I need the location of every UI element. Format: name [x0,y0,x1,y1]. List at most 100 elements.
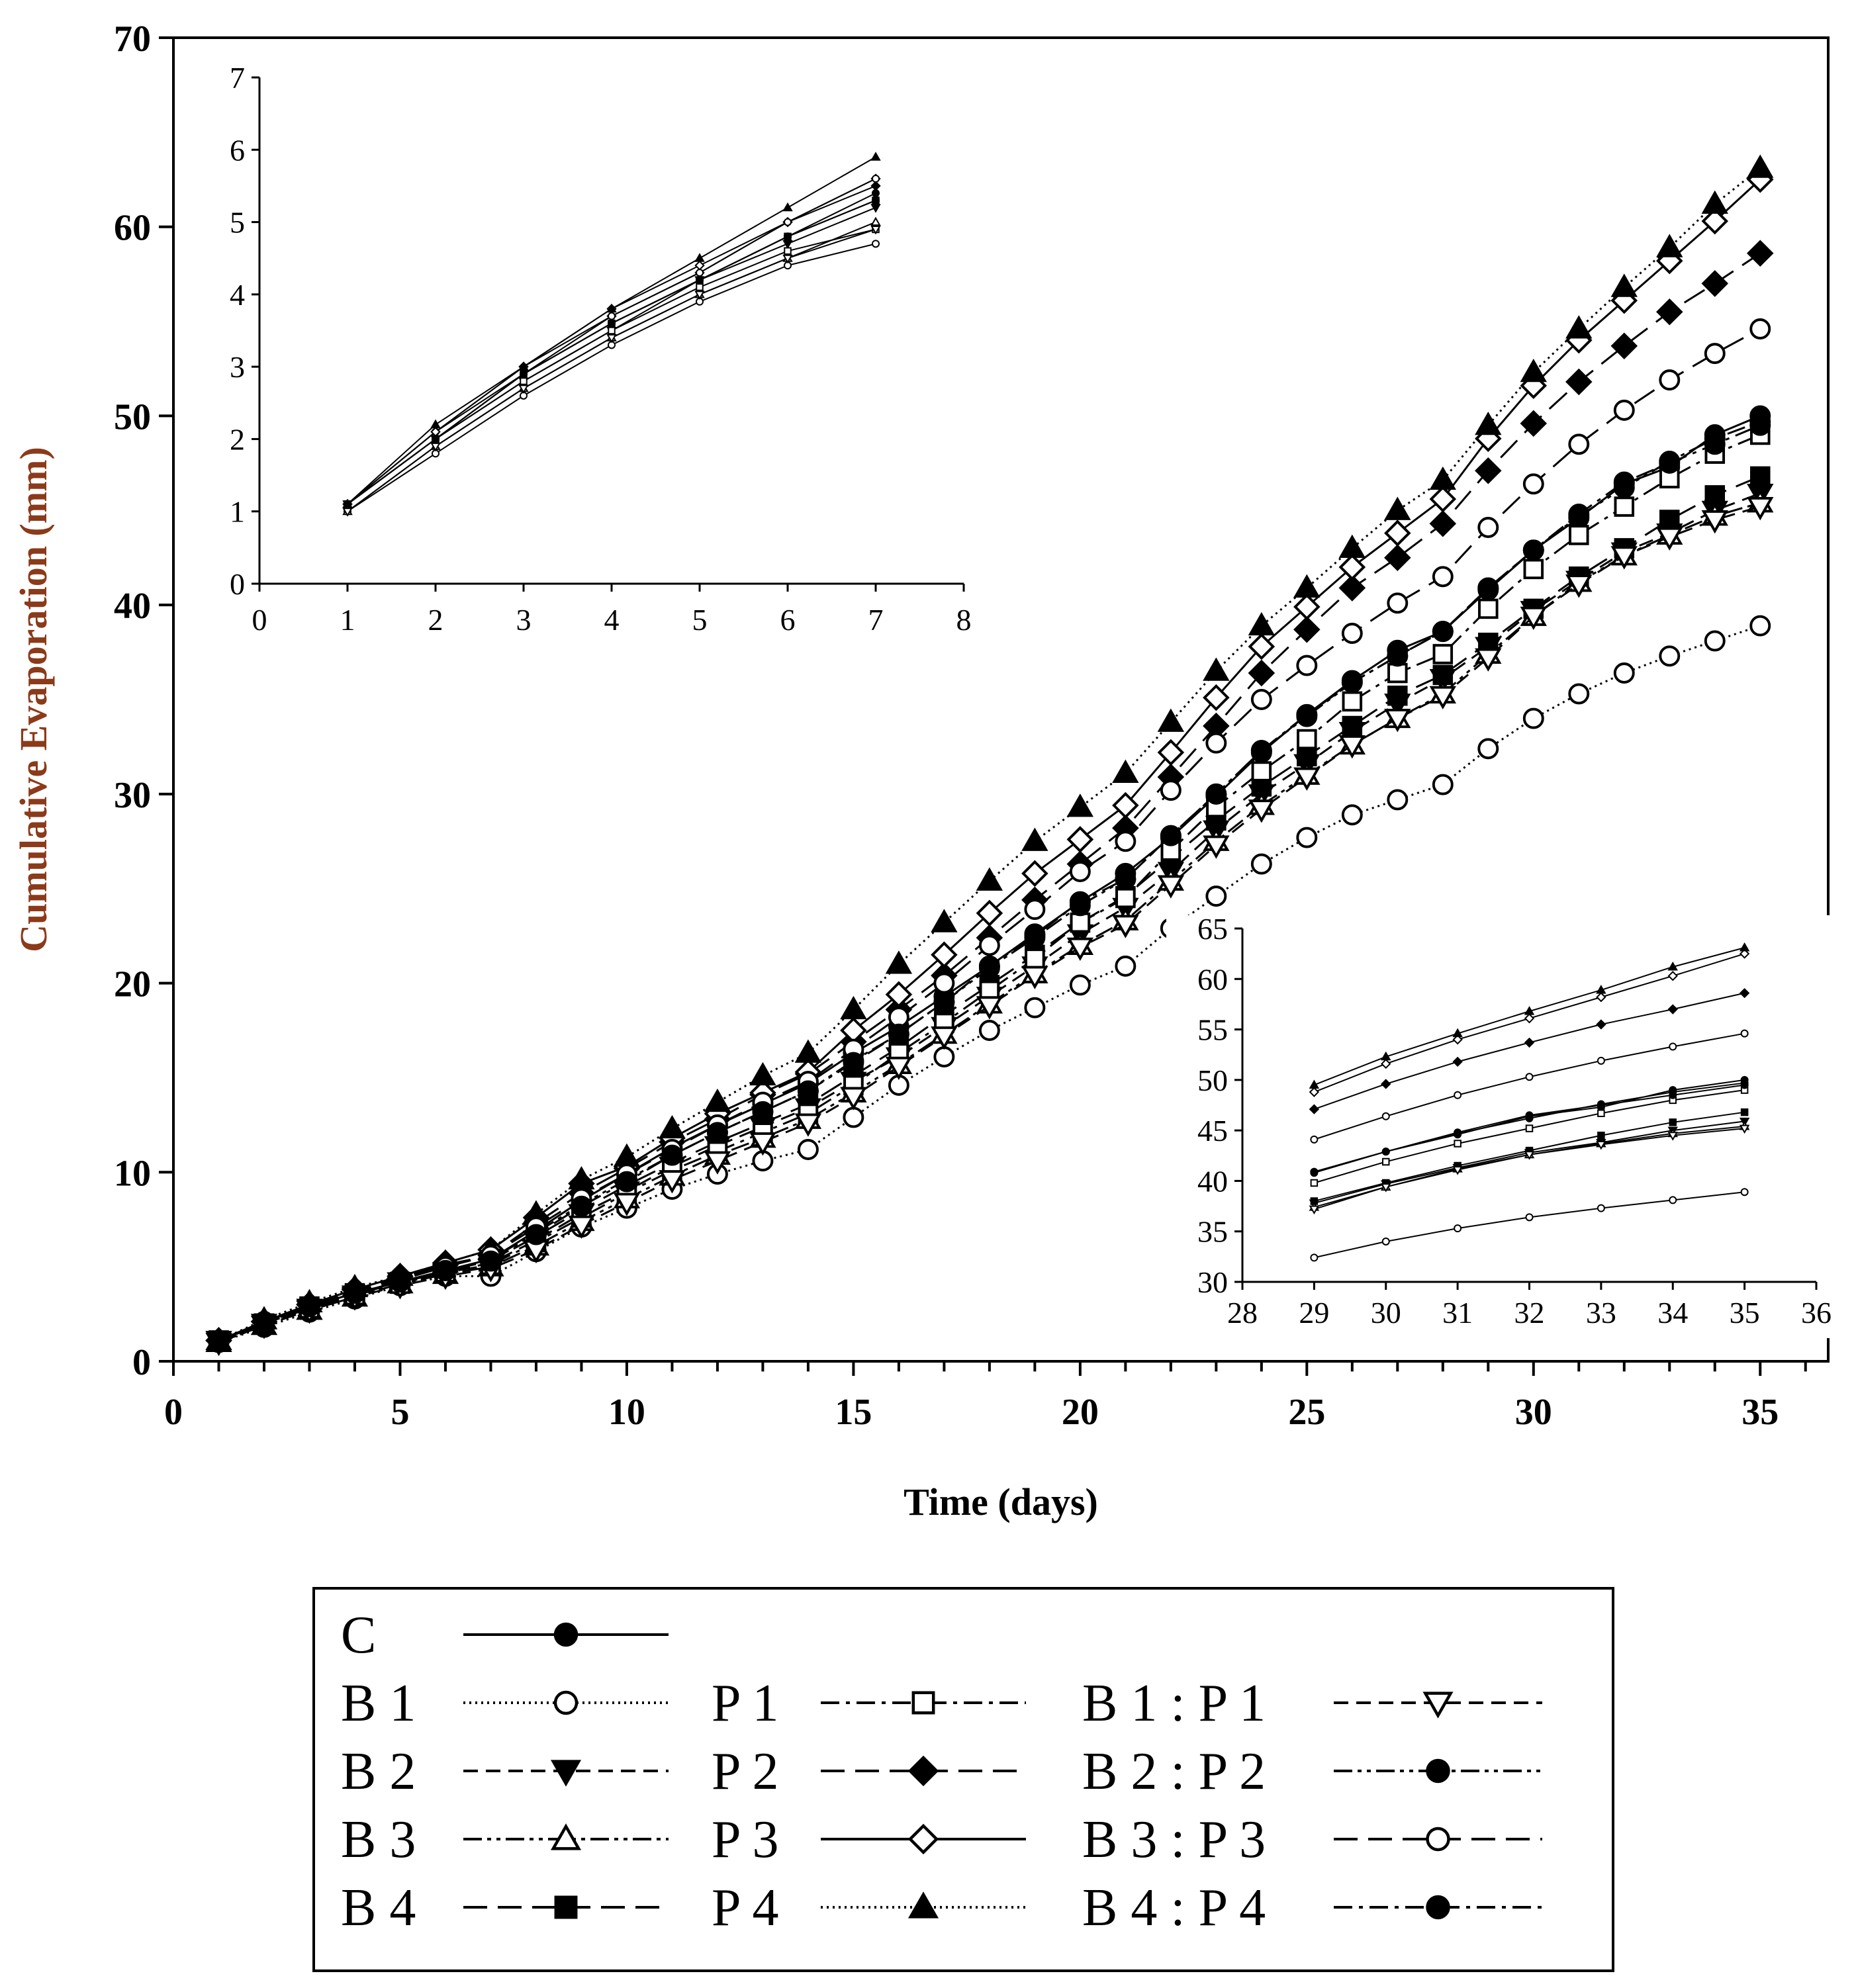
data-point [1520,410,1548,437]
data-point [1310,1179,1319,1187]
legend-label: B 3 [341,1811,416,1869]
data-point [568,1165,595,1190]
legend-label: B 1 : P 1 [1082,1674,1266,1733]
data-point [1157,739,1185,766]
data-point [1251,761,1272,782]
legend-label: B 3 : P 3 [1082,1811,1266,1869]
data-point [978,934,1000,956]
data-point [1568,433,1590,455]
data-point [1596,985,1606,994]
data-point [1293,574,1321,598]
x-tick-label: 7 [868,603,884,637]
data-point [1613,471,1635,493]
data-point [1739,942,1750,952]
data-point [430,419,441,429]
data-point [1522,473,1544,495]
data-point [782,202,793,212]
series-p-3 [1309,948,1750,1097]
data-point [1203,835,1230,859]
data-point [1432,621,1454,643]
data-point [885,981,913,1008]
x-tick-label: 2 [428,603,443,637]
data-point [1596,1019,1606,1030]
y-tick-label: 20 [114,964,151,1005]
data-point [568,1215,595,1240]
data-point [1659,510,1680,530]
data-point [1381,1079,1391,1089]
legend-item-b-2-p-2: B 2 : P 2 [1082,1742,1542,1801]
data-point [978,1020,1000,1041]
data-point [659,1170,686,1194]
legend-item-b-1: B 1 [341,1674,669,1733]
data-point [1596,992,1606,1003]
x-tick-label: 30 [1515,1392,1552,1433]
y-tick-label: 6 [230,133,245,167]
legend-label: B 4 [341,1879,416,1937]
data-point [1296,703,1318,725]
series-b-1-p-1 [1309,1124,1750,1215]
x-tick-label: 3 [516,603,532,637]
y-tick-label: 35 [1197,1215,1228,1249]
data-point [1659,645,1681,667]
y-tick-label: 4 [230,278,245,312]
x-tick-label: 25 [1288,1392,1325,1433]
y-tick-label: 7 [230,61,245,95]
y-tick-label: 60 [114,208,151,249]
data-point [1525,1073,1534,1081]
data-point [872,196,880,204]
data-point [608,319,616,328]
legend-item-b-3: B 3 [341,1811,669,1869]
data-point [1597,1204,1605,1212]
data-point [613,1143,641,1167]
data-point [1739,987,1750,999]
data-point [1024,925,1046,947]
series-line [218,625,1761,1343]
data-point [1069,861,1091,882]
data-point [870,152,881,161]
legend-item-b-4: B 4 [341,1879,669,1937]
data-point [1452,1056,1463,1067]
y-tick-label: 0 [230,567,245,601]
data-point [1568,683,1590,705]
data-point [1248,611,1276,636]
data-point [1610,546,1638,570]
data-point [1749,318,1771,339]
data-point [1112,791,1139,819]
data-point [571,1195,592,1217]
legend-item-c: C [341,1606,669,1664]
data-point [1452,1028,1463,1038]
data-point [1610,273,1638,297]
data-point [1293,767,1321,791]
data-point [1296,827,1318,848]
data-point [1160,780,1182,801]
legend-marker [1426,1827,1450,1852]
legend-marker [1426,1895,1450,1920]
legend-label: P 2 [712,1742,779,1801]
data-point [976,996,1003,1020]
legend-marker [907,1823,939,1855]
data-point [1478,598,1499,619]
data-point [1203,657,1230,681]
y-tick-label: 50 [114,396,151,437]
data-point [1066,937,1094,962]
data-point [1746,240,1774,267]
data-point [1613,399,1635,421]
data-point [1597,1109,1605,1117]
data-point [1025,948,1045,969]
legend-item-p-3: P 3 [712,1811,1026,1869]
legend-item-b-4-p-4: B 4 : P 4 [1082,1879,1542,1937]
data-point [1387,645,1409,667]
data-point [1704,433,1726,455]
data-point [1667,961,1678,971]
data-point [606,334,617,343]
data-point [1203,684,1230,711]
data-point [606,303,617,313]
data-point [870,216,881,226]
data-point [613,1193,641,1216]
data-point [1475,457,1502,484]
y-tick-label: 2 [230,422,245,456]
data-point [1701,207,1729,235]
data-point [608,312,616,320]
data-point [1522,539,1544,561]
x-tick-label: 30 [1371,1296,1401,1330]
